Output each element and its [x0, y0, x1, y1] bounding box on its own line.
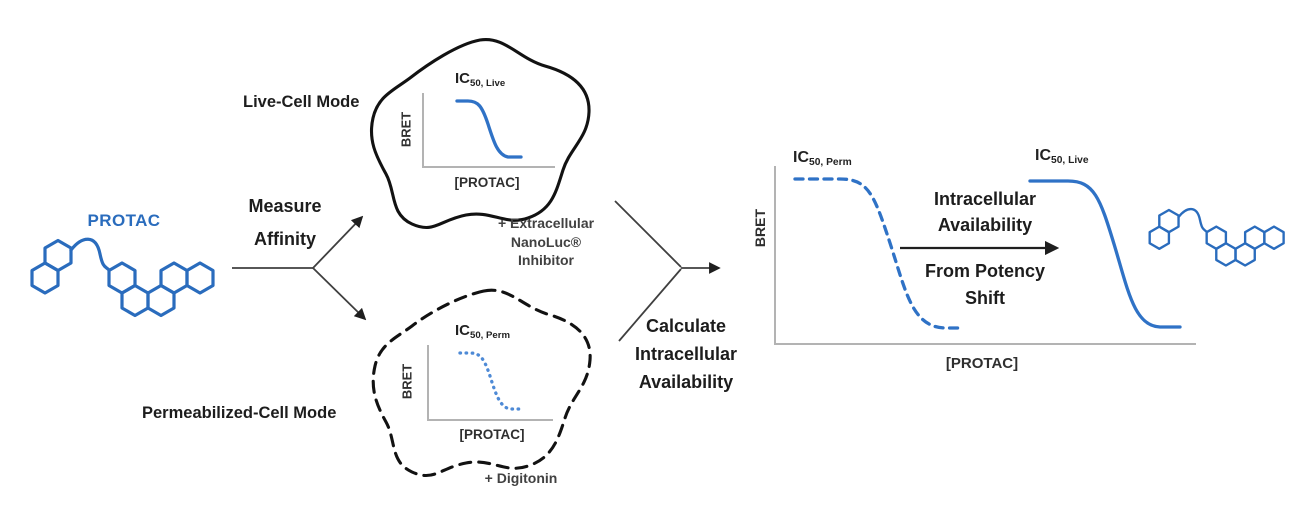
arrow-to-live-cell	[312, 215, 364, 269]
result-perm-ic50-label: IC50, Perm	[793, 149, 852, 168]
perm-graph-x-axis-label: [PROTAC]	[459, 427, 525, 442]
protac-molecule-structure	[30, 237, 215, 318]
perm-ic50-label: IC50, Perm	[455, 322, 511, 341]
perm-graph-sigmoid-curve	[458, 351, 526, 411]
result-chart-axes	[774, 166, 1196, 345]
live-graph-axes	[422, 93, 555, 168]
measure-affinity-label: Measure Affinity	[248, 196, 322, 249]
result-perm-dashed-curve	[793, 177, 966, 330]
result-chart-y-axis-label: BRET	[751, 208, 768, 248]
live-cell-outline	[369, 38, 591, 230]
released-protac-molecule	[1150, 209, 1284, 265]
permeabilized-cell-outline	[371, 288, 592, 478]
live-graph-y-axis-label: BRET	[398, 111, 414, 148]
arrow-to-permeabilized-cell	[312, 267, 367, 321]
converge-line-bottom	[618, 268, 682, 342]
result-chart-x-axis-label: [PROTAC]	[945, 355, 1019, 372]
from-potency-shift-label: From Potency Shift	[924, 261, 1046, 308]
digitonin-note: + Digitonin	[484, 470, 558, 486]
live-graph-sigmoid-curve	[455, 99, 523, 159]
protac-label: PROTAC	[87, 211, 161, 230]
perm-graph-axes	[427, 345, 553, 421]
result-live-ic50-label: IC50, Live	[1035, 147, 1089, 166]
result-live-solid-curve	[1028, 179, 1182, 329]
live-graph-x-axis-label: [PROTAC]	[454, 175, 520, 190]
intracellular-availability-label: Intracellular Availability	[933, 189, 1037, 235]
live-ic50-label: IC50, Live	[455, 70, 506, 89]
permeabilized-cell-mode-label: Permeabilized-Cell Mode	[142, 404, 337, 422]
converge-line-top	[614, 200, 682, 268]
calculate-availability-label: Calculate Intracellular Availability	[634, 316, 738, 392]
live-cell-mode-label: Live-Cell Mode	[243, 93, 360, 111]
molecule-linker	[69, 237, 111, 272]
extracellular-inhibitor-note: + Extracellular NanoLuc® Inhibitor	[497, 215, 595, 268]
perm-graph-y-axis-label: BRET	[399, 363, 415, 400]
